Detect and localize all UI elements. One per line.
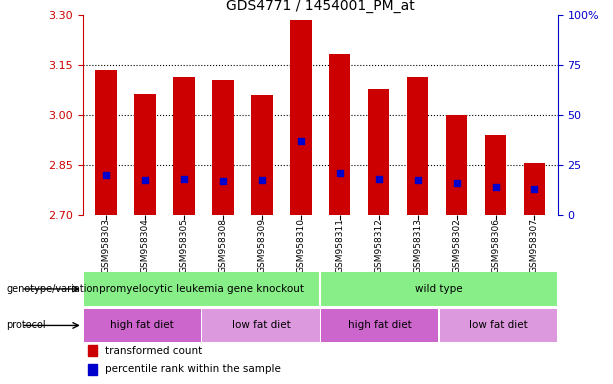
- Text: low fat diet: low fat diet: [469, 320, 528, 331]
- Point: [179, 176, 189, 182]
- Text: GSM958305: GSM958305: [180, 218, 189, 273]
- Text: GSM958312: GSM958312: [374, 218, 383, 273]
- Text: high fat diet: high fat diet: [348, 320, 411, 331]
- Bar: [212, 80, 234, 215]
- Point: [257, 177, 267, 183]
- Point: [413, 177, 422, 183]
- Text: GSM958306: GSM958306: [491, 218, 500, 273]
- Point: [452, 180, 462, 186]
- Text: percentile rank within the sample: percentile rank within the sample: [105, 364, 281, 374]
- Point: [335, 170, 345, 176]
- Bar: [368, 89, 389, 215]
- Bar: [485, 135, 506, 215]
- Text: GSM958308: GSM958308: [218, 218, 227, 273]
- Bar: [83, 272, 319, 306]
- Bar: [251, 95, 273, 215]
- Text: GSM958307: GSM958307: [530, 218, 539, 273]
- Text: GSM958303: GSM958303: [102, 218, 110, 273]
- Bar: [134, 94, 156, 215]
- Bar: [290, 20, 311, 215]
- Point: [218, 178, 228, 184]
- Text: GSM958302: GSM958302: [452, 218, 461, 273]
- Bar: [446, 115, 467, 215]
- Text: GSM958311: GSM958311: [335, 218, 345, 273]
- Text: promyelocytic leukemia gene knockout: promyelocytic leukemia gene knockout: [99, 284, 304, 294]
- Text: genotype/variation: genotype/variation: [6, 284, 99, 294]
- Text: protocol: protocol: [6, 320, 46, 331]
- Point: [490, 184, 500, 190]
- Bar: [321, 309, 438, 342]
- Point: [140, 177, 150, 183]
- Bar: [524, 164, 545, 215]
- Bar: [407, 77, 428, 215]
- Text: GSM958309: GSM958309: [257, 218, 267, 273]
- Text: high fat diet: high fat diet: [110, 320, 174, 331]
- Title: GDS4771 / 1454001_PM_at: GDS4771 / 1454001_PM_at: [226, 0, 414, 13]
- Bar: [96, 70, 117, 215]
- Bar: [88, 364, 97, 374]
- Bar: [440, 309, 557, 342]
- Text: GSM958313: GSM958313: [413, 218, 422, 273]
- Bar: [83, 309, 200, 342]
- Bar: [329, 54, 351, 215]
- Text: wild type: wild type: [415, 284, 463, 294]
- Point: [530, 186, 539, 192]
- Point: [296, 138, 306, 144]
- Bar: [321, 272, 557, 306]
- Text: low fat diet: low fat diet: [232, 320, 291, 331]
- Point: [374, 176, 384, 182]
- Text: GSM958304: GSM958304: [140, 218, 150, 273]
- Bar: [202, 309, 319, 342]
- Text: transformed count: transformed count: [105, 346, 202, 356]
- Text: GSM958310: GSM958310: [296, 218, 305, 273]
- Point: [101, 172, 111, 178]
- Bar: [173, 77, 195, 215]
- Bar: [88, 345, 97, 356]
